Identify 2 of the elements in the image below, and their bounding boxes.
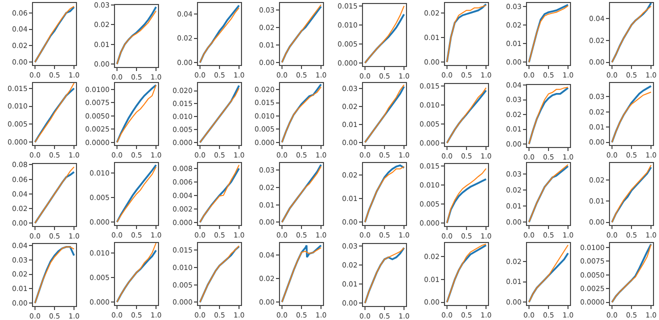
- line-series: [446, 168, 487, 224]
- line-series: [446, 178, 487, 224]
